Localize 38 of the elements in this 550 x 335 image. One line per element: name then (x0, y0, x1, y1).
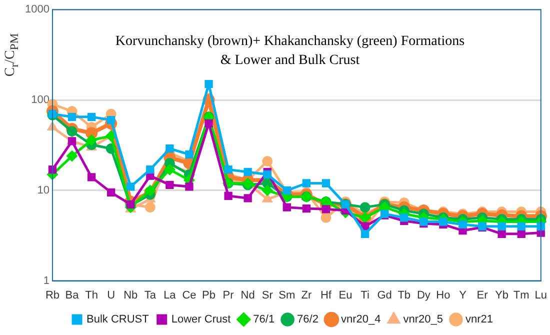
x-tick-label: Zr (301, 289, 312, 302)
y-tick-label: 1000 (24, 4, 50, 16)
x-tick-label: Hf (320, 289, 332, 302)
legend-label: vnr20_4 (340, 314, 381, 326)
x-tick-label: Dy (416, 289, 431, 302)
x-tick-label: Ta (144, 289, 157, 302)
x-tick-label: Nd (240, 289, 255, 302)
y-tick-label: 10 (37, 184, 50, 196)
legend-label: 76/2 (297, 314, 318, 326)
text: Korvunchansky (brown)+ Khakanchansky (green) Formations & Lower and Bulk Crust (114, 33, 466, 70)
x-tick-label: Lu (534, 289, 548, 302)
legend-label: 76/1 (253, 314, 275, 326)
y-tick-label: 1 (43, 274, 50, 287)
legend-label: Lower Crust (171, 314, 231, 326)
x-tick-label: Sr (262, 289, 274, 302)
x-tick-label: Ba (65, 289, 80, 302)
x-tick-label: Ti (360, 289, 370, 302)
x-tick-label: Pb (202, 289, 216, 302)
x-tick-label: Ho (436, 289, 450, 302)
x-tick-label: Ce (182, 289, 196, 302)
x-tick-label: Yb (495, 289, 509, 302)
x-tick-label: Th (85, 289, 98, 302)
legend-label: vnr21 (465, 314, 494, 326)
x-tick-label: Rb (45, 289, 60, 302)
x-tick-label: Tb (398, 289, 411, 302)
x-tick-label: Tm (513, 289, 530, 302)
x-tick-label: Sm (278, 289, 296, 302)
x-tick-label: Y (459, 289, 468, 302)
x-tick-label: Eu (338, 289, 352, 302)
y-tick-label: 100 (31, 94, 50, 106)
x-tick-label: Gd (377, 289, 392, 302)
x-tick-label: U (107, 289, 116, 302)
x-tick-label: Nb (124, 289, 138, 302)
x-tick-label: Er (476, 289, 488, 302)
x-tick-label: La (164, 289, 177, 302)
legend-label: vnr20_5 (403, 314, 443, 326)
legend-label: Bulk CRUST (86, 314, 150, 326)
x-tick-label: Pr (222, 289, 234, 302)
